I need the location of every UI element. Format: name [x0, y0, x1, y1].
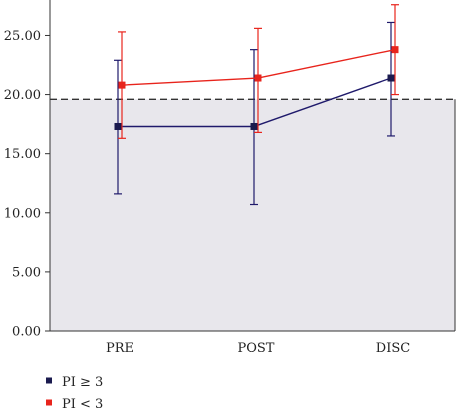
y-tick-label: 15.00: [4, 147, 41, 162]
data-point: [254, 74, 262, 82]
legend: PI ≥ 3 PI < 3: [46, 375, 103, 408]
legend-label: PI ≥ 3: [62, 375, 103, 390]
y-axis-ticks: 0.00 5.00 10.00 15.00 20.00 25.00: [4, 29, 50, 340]
x-axis-categories: PRE POST DISC: [106, 341, 410, 356]
data-point: [118, 81, 126, 89]
x-category-label: DISC: [376, 341, 410, 356]
y-tick-label: 25.00: [4, 29, 41, 44]
legend-marker: [46, 377, 52, 384]
data-point: [114, 122, 122, 130]
legend-label: PI < 3: [62, 397, 103, 408]
series-layer: [114, 4, 399, 206]
data-point: [391, 46, 399, 54]
x-category-label: PRE: [106, 341, 134, 356]
x-category-label: POST: [238, 341, 275, 356]
y-tick-label: 10.00: [4, 206, 41, 221]
shaded-region: [50, 99, 455, 331]
data-point: [250, 122, 258, 130]
data-point: [387, 74, 395, 82]
legend-marker: [46, 399, 52, 406]
y-tick-label: 0.00: [12, 325, 41, 340]
series-pi-lt-3: [118, 4, 399, 139]
y-tick-label: 5.00: [12, 265, 41, 280]
y-tick-label: 20.00: [4, 88, 41, 103]
series-pi-ge-3: [114, 21, 395, 206]
